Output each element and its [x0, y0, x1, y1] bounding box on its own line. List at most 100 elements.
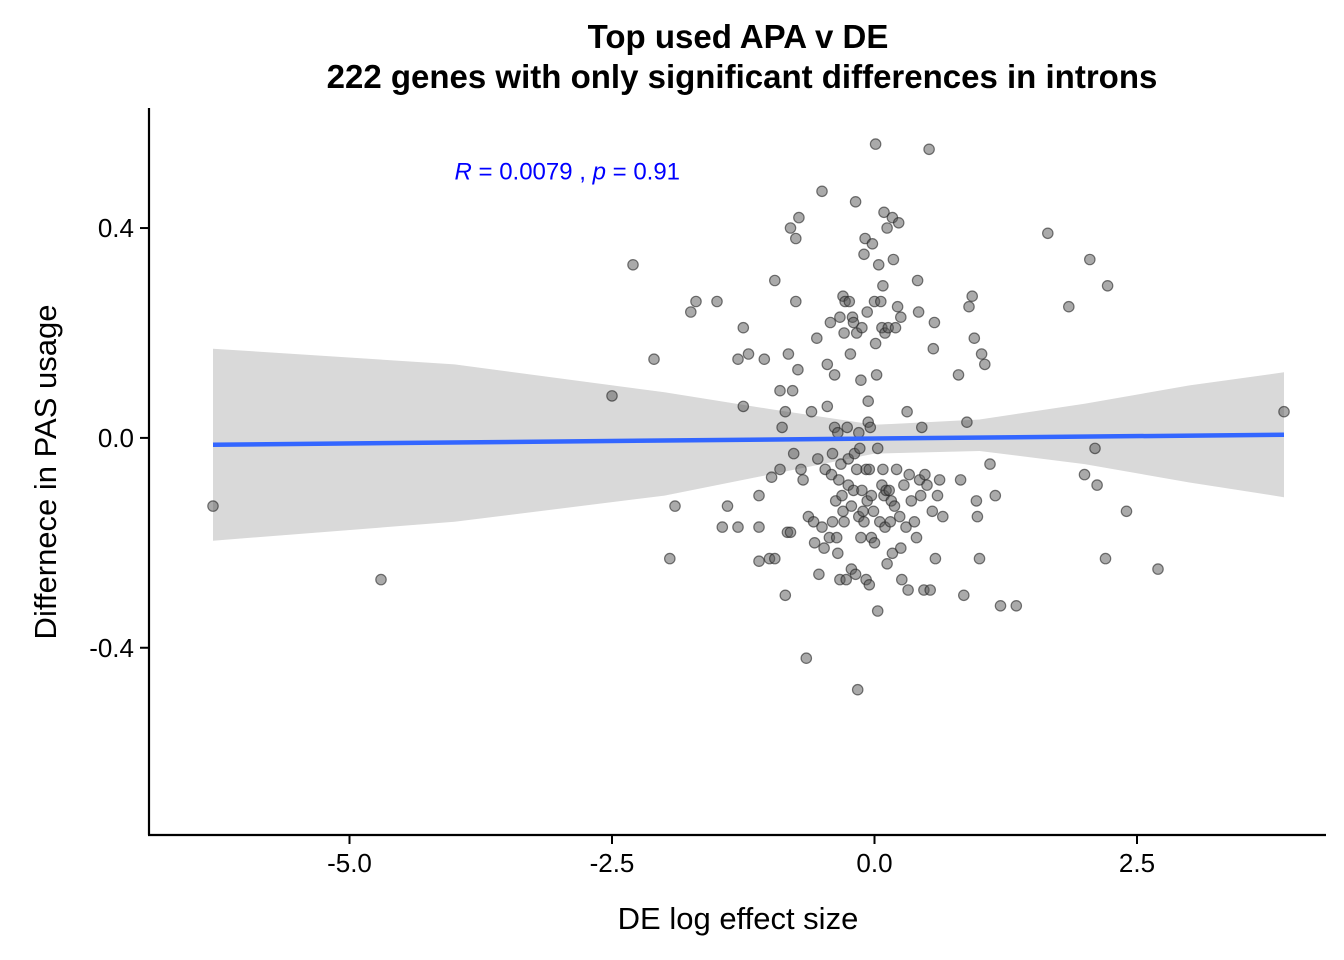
data-point	[970, 495, 983, 507]
data-point	[810, 332, 823, 344]
data-point	[1120, 505, 1133, 518]
data-point	[849, 196, 862, 208]
data-point	[928, 316, 941, 329]
data-point	[881, 557, 893, 570]
data-point	[905, 495, 918, 507]
data-point	[737, 321, 750, 334]
y-tick-label: 0.0	[98, 423, 134, 453]
data-point	[375, 573, 387, 586]
data-point	[963, 300, 975, 313]
data-point	[845, 500, 858, 512]
x-tick-label: 0.0	[856, 848, 892, 878]
data-point	[872, 258, 885, 271]
data-point	[742, 348, 755, 360]
data-point	[782, 348, 795, 360]
data-point	[865, 489, 878, 502]
data-point	[737, 400, 750, 413]
data-point	[966, 290, 978, 302]
data-point	[836, 489, 848, 502]
data-point	[915, 421, 928, 434]
data-point	[690, 295, 702, 308]
data-point	[807, 515, 820, 528]
data-point	[863, 578, 876, 591]
data-point	[869, 337, 882, 350]
data-point	[877, 463, 889, 476]
data-point	[898, 479, 910, 491]
data-point	[711, 295, 723, 308]
y-tick-label: 0.4	[98, 213, 134, 243]
plot-area	[207, 138, 1290, 696]
data-point	[824, 316, 837, 329]
data-point	[1152, 563, 1164, 575]
x-axis-title: DE log effect size	[618, 901, 859, 936]
data-point	[927, 342, 940, 355]
data-point	[867, 505, 880, 518]
data-point	[684, 306, 697, 318]
y-tick-label: -0.4	[89, 633, 134, 663]
data-point	[914, 489, 927, 502]
data-point	[912, 306, 925, 318]
data-point	[868, 536, 881, 549]
data-point	[792, 363, 804, 376]
data-point	[888, 500, 901, 512]
data-point	[797, 474, 809, 486]
data-point	[776, 421, 788, 434]
data-point	[793, 211, 805, 224]
x-tick-label: -2.5	[590, 848, 635, 878]
data-point	[849, 568, 862, 581]
p-value: = 0.91	[606, 158, 680, 185]
data-point	[871, 605, 884, 617]
data-point	[900, 521, 912, 533]
data-point	[994, 599, 1007, 612]
points-group	[207, 138, 1290, 696]
data-point	[831, 426, 844, 439]
data-point	[627, 258, 639, 271]
data-point	[1099, 552, 1112, 565]
data-point	[893, 510, 906, 523]
data-point	[863, 463, 876, 476]
data-point	[890, 463, 903, 476]
data-point	[884, 515, 897, 528]
data-point	[779, 589, 792, 602]
data-point	[732, 521, 744, 533]
data-point	[1091, 479, 1103, 491]
data-point	[874, 295, 887, 308]
data-point	[883, 484, 895, 497]
data-point	[887, 253, 900, 266]
data-point	[933, 474, 946, 486]
data-point	[924, 584, 936, 596]
data-point	[923, 143, 935, 156]
data-point	[826, 447, 839, 460]
data-point	[1042, 227, 1054, 240]
r-value: = 0.0079 ,	[472, 158, 593, 185]
data-point	[847, 316, 860, 329]
data-point	[768, 552, 781, 565]
data-point	[606, 390, 618, 402]
data-point	[919, 468, 931, 481]
data-point	[901, 405, 913, 418]
data-point	[889, 321, 902, 334]
y-axis-ticks: -0.4 0.0 0.4	[89, 213, 149, 663]
r-symbol: R	[455, 158, 472, 185]
data-point	[1010, 599, 1023, 612]
data-point	[818, 542, 830, 554]
p-symbol: p	[592, 158, 606, 185]
data-point	[855, 531, 867, 544]
data-point	[895, 573, 908, 586]
data-point	[207, 500, 219, 512]
data-point	[857, 505, 869, 518]
data-point	[1078, 468, 1091, 481]
data-point	[732, 353, 744, 365]
data-point	[721, 500, 734, 512]
data-point	[856, 321, 868, 334]
data-point	[816, 521, 828, 533]
data-point	[768, 274, 781, 287]
data-point	[954, 474, 967, 486]
data-point	[903, 468, 915, 481]
data-point	[891, 300, 904, 313]
data-point	[975, 348, 988, 360]
data-point	[1084, 253, 1096, 266]
data-point	[929, 552, 942, 565]
data-point	[984, 458, 996, 470]
data-point	[878, 206, 890, 219]
